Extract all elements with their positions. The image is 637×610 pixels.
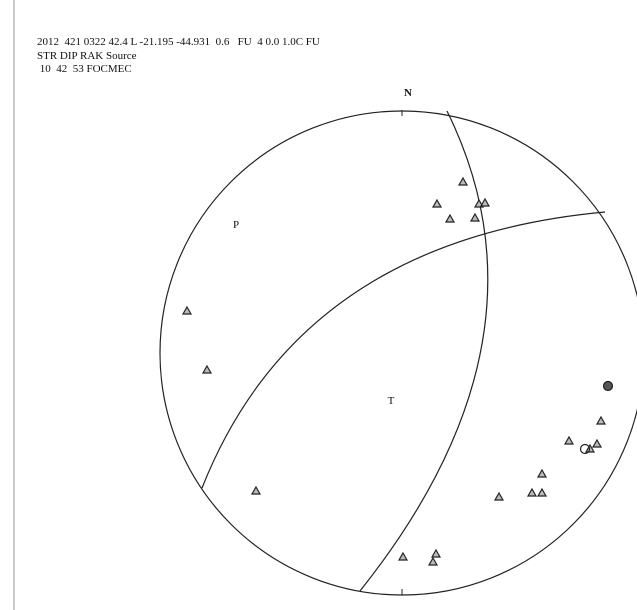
t-axis-label: T (388, 395, 395, 407)
focal-sphere (159, 110, 637, 596)
station-triangle (493, 491, 505, 501)
header-line: 2012 421 0322 42.4 L -21.195 -44.931 0.6… (37, 36, 320, 48)
station-triangle (250, 485, 262, 495)
station-triangle (563, 435, 575, 445)
station-triangle (431, 198, 443, 208)
p-axis-label: P (233, 219, 239, 231)
station-triangle (444, 213, 456, 223)
station-triangle (457, 176, 469, 186)
station-triangle (479, 197, 491, 207)
compression (602, 380, 614, 392)
station-triangle (591, 438, 603, 448)
header-line: STR DIP RAK Source (37, 50, 137, 62)
nodal-plane (201, 211, 606, 489)
station-triangle (430, 548, 442, 558)
station-triangle (526, 487, 538, 497)
dilatation (579, 443, 591, 455)
station-triangle (469, 212, 481, 222)
station-triangle (595, 415, 607, 425)
station-triangle (201, 364, 213, 374)
station-triangle (397, 551, 409, 561)
station-triangle (427, 556, 439, 566)
station-triangle (536, 487, 548, 497)
north-label: N (404, 87, 412, 99)
header-line: 10 42 53 FOCMEC (37, 63, 132, 75)
nodal-plane (359, 110, 489, 592)
station-triangle (536, 468, 548, 478)
station-triangle (181, 305, 193, 315)
polarity-marks (181, 176, 607, 566)
